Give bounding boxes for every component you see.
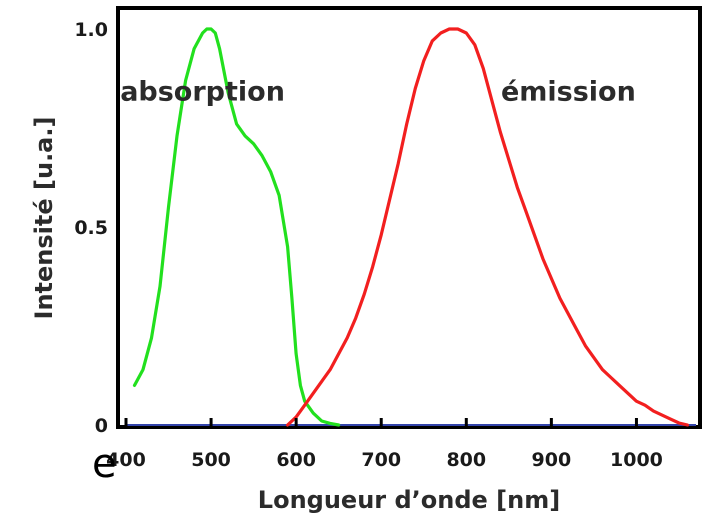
x-tick-label: 400 bbox=[106, 449, 146, 471]
annotation-label: absorption bbox=[120, 76, 285, 107]
x-axis-title: Longueur d’onde [nm] bbox=[258, 486, 560, 514]
x-tick-label: 800 bbox=[446, 449, 486, 471]
x-tick-label: 500 bbox=[191, 449, 231, 471]
y-tick-label: 0 bbox=[95, 415, 108, 437]
x-axis-ticks: 400 500 600 700 800 900 1000 bbox=[106, 418, 663, 471]
plot-frame bbox=[116, 6, 702, 429]
series-line-absorption bbox=[132, 27, 341, 427]
x-tick-label: 600 bbox=[276, 449, 316, 471]
y-axis-title: Intensité [u.a.] bbox=[30, 117, 58, 320]
x-tick-label: 700 bbox=[361, 449, 401, 471]
x-tick-label: 1000 bbox=[610, 449, 663, 471]
y-tick-label: 0.5 bbox=[74, 217, 108, 239]
y-tick-label: 1.0 bbox=[74, 19, 108, 41]
series-line-emission bbox=[286, 27, 690, 427]
y-axis-ticks: 0 0.5 1.0 bbox=[74, 19, 108, 437]
x-tick-label: 900 bbox=[532, 449, 572, 471]
annotations: absorption émission bbox=[120, 76, 636, 107]
stray-glyph: e bbox=[92, 441, 117, 487]
annotation-label: émission bbox=[501, 76, 636, 107]
series-layer bbox=[126, 27, 696, 427]
